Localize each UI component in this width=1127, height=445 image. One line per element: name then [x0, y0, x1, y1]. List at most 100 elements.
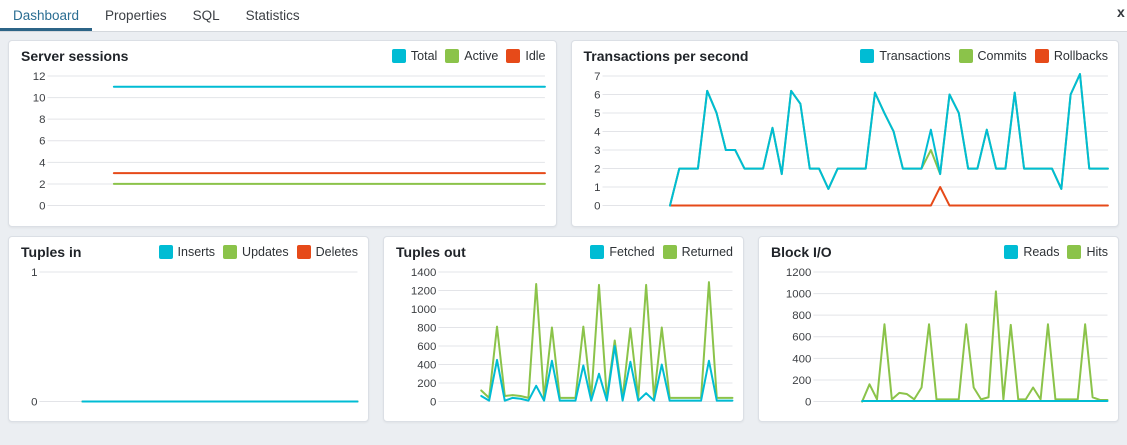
legend-item: Commits	[958, 49, 1027, 63]
tab-sql[interactable]: SQL	[180, 0, 233, 31]
series-line-fetched	[480, 344, 734, 402]
legend-label: Fetched	[609, 244, 655, 259]
tab-label: Properties	[105, 8, 167, 23]
legend-item: Returned	[662, 244, 733, 259]
tab-properties[interactable]: Properties	[92, 0, 180, 31]
legend-label: Inserts	[177, 244, 216, 259]
legend-label: Deletes	[315, 244, 358, 259]
legend-label: Commits	[977, 49, 1027, 63]
legend-item: Inserts	[158, 244, 216, 259]
legend-label: Rollbacks	[1053, 49, 1108, 63]
legend-label: Active	[464, 49, 499, 63]
legend: Transactions Commits Rollbacks	[860, 49, 1108, 63]
legend: Total Active Idle	[391, 49, 546, 63]
panel-header: Block I/O Reads Hits	[759, 237, 1118, 261]
y-axis-tick-label: 600	[417, 341, 436, 353]
legend-swatch	[391, 49, 406, 63]
panel-title: Tuples in	[21, 243, 82, 260]
legend-label: Idle	[525, 49, 546, 63]
y-axis-tick-label: 0	[594, 201, 600, 213]
y-axis-tick-label: 1200	[786, 266, 811, 278]
legend-item: Idle	[506, 49, 546, 63]
panel-title: Block I/O	[771, 243, 832, 260]
y-axis-tick-label: 0	[430, 396, 436, 408]
legend: Fetched Returned	[590, 244, 733, 259]
y-axis-tick-label: 1400	[411, 266, 436, 278]
chart-area: 0 200 400 600 800 1000 1200	[759, 261, 1118, 422]
legend-swatch	[860, 49, 875, 63]
panel-header: Tuples in Inserts Updates Deletes	[9, 237, 368, 261]
legend-swatch	[158, 244, 173, 259]
y-axis-tick-label: 1	[31, 266, 37, 278]
y-axis-tick-label: 7	[594, 71, 600, 83]
legend-swatch	[296, 244, 311, 259]
panel-tuples-out: Tuples out Fetched Returned 0 200 400 600 800…	[383, 235, 744, 422]
y-axis-tick-label: 6	[594, 89, 600, 101]
legend-item: Fetched	[590, 244, 655, 259]
panel-transactions-per-second: Transactions per second Transactions Comm…	[570, 40, 1119, 227]
legend-item: Reads	[1004, 244, 1059, 259]
legend-swatch	[1067, 244, 1082, 259]
legend-swatch	[445, 49, 460, 63]
panel-title: Transactions per second	[583, 48, 749, 64]
transactions-per-second-chart: 0 1 2 3 4 5 6 7	[594, 71, 1109, 213]
legend-swatch	[506, 49, 521, 63]
legend-swatch	[958, 49, 973, 63]
legend-swatch	[662, 244, 677, 259]
series-line-rollbacks	[668, 186, 1109, 207]
legend-swatch	[1034, 49, 1049, 63]
tab-label: Dashboard	[13, 8, 80, 23]
legend: Inserts Updates Deletes	[158, 244, 358, 259]
legend-label: Hits	[1086, 244, 1108, 259]
legend-item: Active	[445, 49, 498, 63]
chart-area: 0 200 400 600 800 1000 1200 1400	[384, 261, 743, 422]
y-axis-tick-label: 0	[805, 396, 811, 408]
legend-label: Updates	[242, 244, 289, 259]
y-axis-tick-label: 600	[792, 331, 811, 343]
y-axis-tick-label: 0	[39, 201, 45, 213]
y-axis-tick-label: 5	[594, 108, 600, 120]
y-axis-tick-label: 1000	[786, 288, 811, 300]
y-axis-tick-label: 2	[39, 179, 45, 191]
y-axis-tick-label: 800	[417, 322, 436, 334]
chart-area: 0 1 2 3 4 5 6 7	[572, 65, 1119, 226]
legend-label: Total	[410, 49, 438, 63]
legend-item: Updates	[223, 244, 289, 259]
y-axis-tick-label: 1	[594, 182, 600, 194]
legend-item: Rollbacks	[1034, 49, 1108, 63]
panel-title: Server sessions	[21, 48, 129, 64]
legend-label: Transactions	[879, 49, 951, 63]
y-axis-tick-label: 10	[33, 93, 46, 105]
legend-item: Deletes	[296, 244, 358, 259]
y-axis-tick-label: 800	[792, 310, 811, 322]
tab-label: Statistics	[245, 8, 300, 23]
chart-area: 0 2 4 6 8 10 12	[9, 65, 556, 226]
y-axis-tick-label: 4	[39, 157, 46, 169]
y-axis-tick-label: 400	[792, 353, 811, 365]
y-axis-tick-label: 4	[594, 126, 601, 138]
legend-label: Returned	[681, 244, 733, 259]
y-axis-tick-label: 200	[417, 378, 436, 390]
legend-item: Transactions	[860, 49, 951, 63]
legend-swatch	[1004, 244, 1019, 259]
tuples-out-chart: 0 200 400 600 800 1000 1200 1400	[411, 266, 734, 408]
dashboard-content: Server sessions Total Active Idle 0 2 4 6 8 10 1…	[0, 32, 1127, 430]
y-axis-tick-label: 0	[31, 396, 37, 408]
series-line-transactions	[668, 73, 1109, 207]
y-axis-tick-label: 8	[39, 114, 45, 126]
tab-statistics[interactable]: Statistics	[233, 0, 313, 31]
tab-dashboard[interactable]: Dashboard	[0, 0, 93, 31]
legend-item: Hits	[1067, 244, 1108, 259]
tab-bar: Dashboard Properties SQL Statistics x	[0, 0, 1127, 32]
close-icon[interactable]: x	[1117, 4, 1125, 20]
y-axis-tick-label: 12	[33, 71, 46, 83]
panel-header: Tuples out Fetched Returned	[384, 237, 743, 261]
legend: Reads Hits	[1004, 244, 1108, 259]
legend-swatch	[223, 244, 238, 259]
y-axis-tick-label: 1200	[411, 285, 436, 297]
tab-label: SQL	[192, 8, 220, 23]
series-line-returned	[480, 280, 734, 399]
